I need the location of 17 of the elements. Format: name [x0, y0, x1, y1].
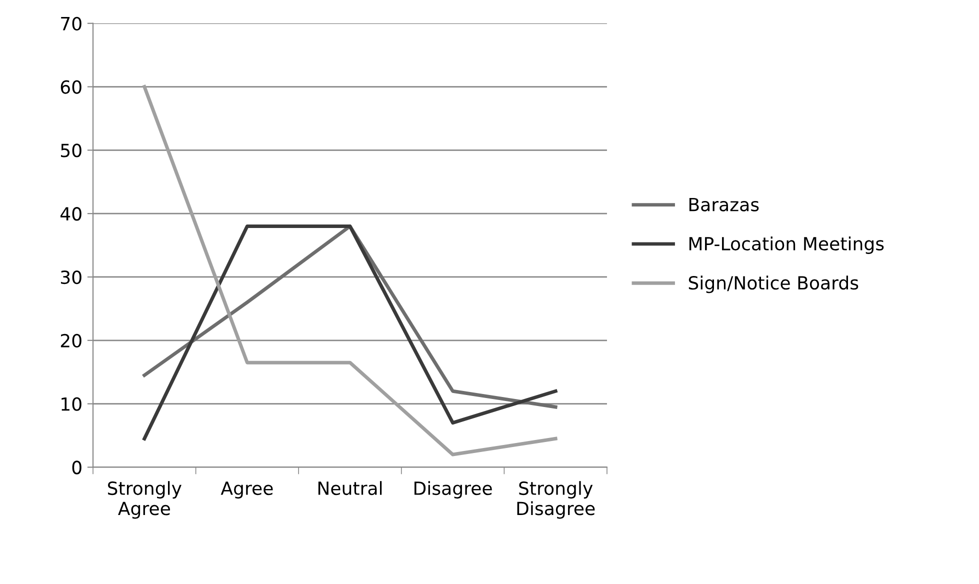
- legend-label: MP-Location Meetings: [689, 236, 884, 254]
- x-tick-label: Disagree: [414, 481, 492, 499]
- legend-label: Sign/Notice Boards: [688, 276, 858, 294]
- y-tick-label: 70: [61, 16, 82, 30]
- y-tick-label: 30: [60, 270, 82, 284]
- legend-label: Barazas: [689, 198, 759, 212]
- y-tick-label: 10: [62, 397, 82, 411]
- x-tick-label: Strongly Disagree: [517, 481, 595, 519]
- x-tick-label: Strongly Agree: [108, 481, 182, 519]
- y-tick-label: 20: [60, 334, 82, 348]
- x-tick-label: Neutral: [318, 481, 382, 496]
- y-tick-label: 60: [60, 80, 82, 94]
- x-tick-label: Agree: [220, 482, 273, 499]
- y-tick-label: 0: [72, 460, 82, 474]
- y-tick-label: 40: [60, 207, 82, 221]
- y-tick-label: 50: [61, 144, 82, 158]
- line-series: [142, 85, 558, 456]
